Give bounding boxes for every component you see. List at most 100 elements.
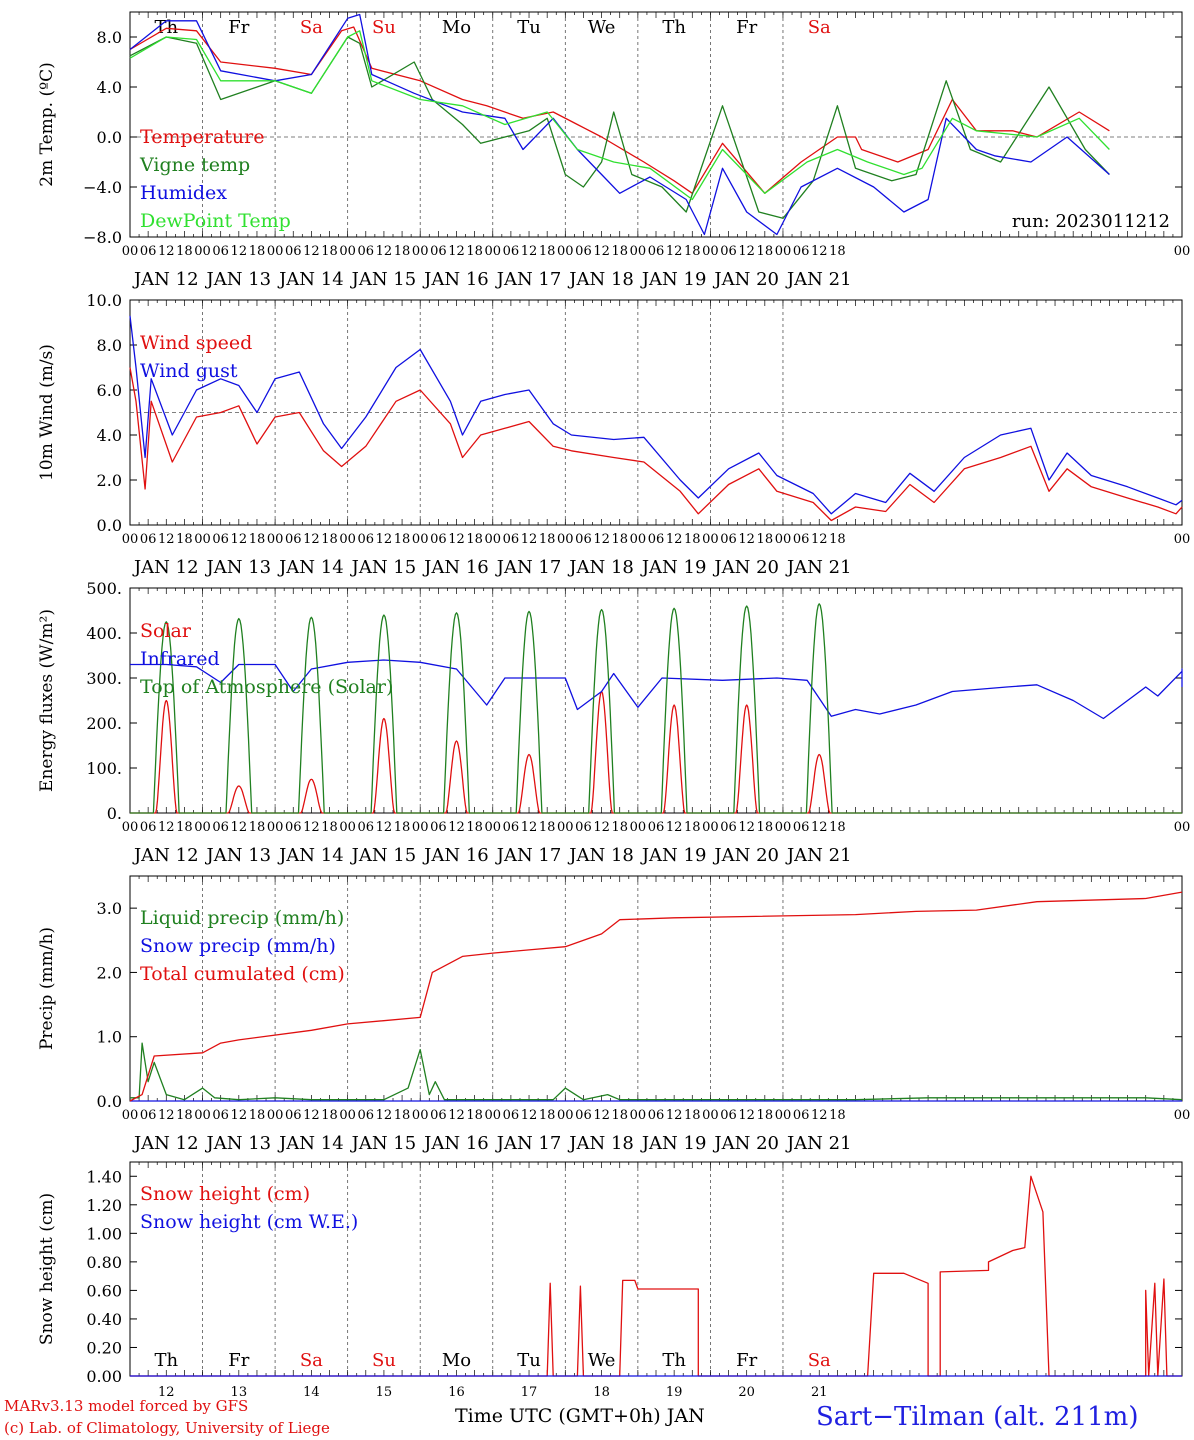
legend-entry: Snow height (cm W.E.) — [140, 1211, 358, 1233]
x-hour-label: 18 — [829, 1108, 846, 1123]
x-hour-label: 00 — [557, 244, 574, 259]
x-hour-label: 18 — [757, 1108, 774, 1123]
credit-model: MARv3.13 model forced by GFS — [4, 1397, 249, 1415]
y-tick-label: 0.60 — [86, 1281, 122, 1300]
run-annotation: run: 2023011212 — [1012, 211, 1170, 232]
x-day-label: JAN 19 — [640, 1133, 707, 1154]
x-hour-label: 06 — [212, 532, 229, 547]
weekday-label: Sa — [300, 1350, 323, 1371]
x-day-label: JAN 21 — [785, 1133, 852, 1154]
y-tick-label: 100. — [86, 759, 122, 778]
x-hour-label: 18 — [321, 244, 338, 259]
x-hour-label: 18 — [321, 820, 338, 835]
x-day-label: JAN 15 — [350, 557, 417, 578]
x-hour-label: 00 — [702, 820, 719, 835]
x-hour-label: 18 — [539, 532, 556, 547]
x-hour-label: 18 — [539, 820, 556, 835]
legend-entry: Snow precip (mm/h) — [140, 935, 336, 957]
x-hour-label: 06 — [140, 1108, 157, 1123]
x-hour-label: 06 — [575, 244, 592, 259]
y-tick-label: 500. — [86, 579, 122, 598]
y-tick-label: 1.0 — [97, 1028, 122, 1047]
x-day-label: JAN 14 — [277, 269, 344, 290]
x-hour-label: 12 — [448, 244, 465, 259]
x-hour-label: 18 — [249, 244, 266, 259]
x-hour-label: 18 — [684, 244, 701, 259]
x-hour-label: 12 — [738, 1108, 755, 1123]
x-day-label: JAN 12 — [132, 1133, 199, 1154]
x-hour-label: 00 — [702, 244, 719, 259]
x-hour-label: 12 — [231, 532, 248, 547]
x-hour-label: 12 — [738, 532, 755, 547]
series-line-vigne-temp — [129, 36, 1110, 219]
x-hour-label: 18 — [394, 820, 411, 835]
x-hour-label: 12 — [521, 532, 538, 547]
legend-entry: DewPoint Temp — [140, 210, 291, 232]
x-hour-label: 00 — [775, 820, 792, 835]
x-day-label: JAN 14 — [277, 557, 344, 578]
x-hour-label: 18 — [757, 532, 774, 547]
x-day-number: 12 — [158, 1385, 175, 1400]
x-hour-label: 18 — [176, 1108, 193, 1123]
x-day-label: JAN 17 — [495, 269, 562, 290]
x-hour-label: 12 — [158, 532, 175, 547]
weekday-label: Fr — [228, 1350, 249, 1371]
x-hour-label: 06 — [212, 244, 229, 259]
x-day-label: JAN 20 — [712, 269, 779, 290]
x-day-label: JAN 18 — [567, 269, 634, 290]
x-hour-label: 06 — [648, 244, 665, 259]
x-day-label: JAN 19 — [640, 557, 707, 578]
x-hour-label: 12 — [376, 532, 393, 547]
x-hour-label: 18 — [176, 820, 193, 835]
y-axis-label: Snow height (cm) — [37, 1193, 57, 1345]
x-hour-label: 06 — [720, 532, 737, 547]
x-hour-label: 06 — [503, 820, 520, 835]
x-hour-label: 00 — [484, 820, 501, 835]
weekday-label: Mo — [442, 1350, 471, 1371]
legend-entry: Temperature — [140, 126, 264, 148]
x-day-number: 16 — [448, 1385, 465, 1400]
x-day-label: JAN 18 — [567, 1133, 634, 1154]
x-hour-label: 18 — [611, 820, 628, 835]
x-hour-label: 00 — [339, 244, 356, 259]
x-day-label: JAN 21 — [785, 269, 852, 290]
x-hour-label: 06 — [793, 532, 810, 547]
x-hour-label: 06 — [430, 244, 447, 259]
x-day-number: 17 — [521, 1385, 538, 1400]
plot-frame — [129, 587, 1183, 814]
legend-entry: Infrared — [140, 648, 220, 670]
x-day-label: JAN 15 — [350, 1133, 417, 1154]
legend-entry: Wind speed — [140, 332, 252, 354]
x-hour-label: 12 — [448, 532, 465, 547]
x-hour-label: 06 — [503, 244, 520, 259]
x-hour-label: 00 — [1174, 820, 1191, 835]
x-hour-label: 00 — [412, 1108, 429, 1123]
x-hour-label: 00 — [484, 1108, 501, 1123]
x-hour-label: 00 — [775, 532, 792, 547]
x-hour-label: 00 — [122, 532, 139, 547]
x-day-label: JAN 20 — [712, 1133, 779, 1154]
x-hour-label: 12 — [158, 1108, 175, 1123]
legend-entry: Solar — [140, 620, 192, 642]
y-tick-label: 1.00 — [86, 1224, 122, 1243]
weekday-label: Tu — [517, 17, 541, 38]
x-hour-label: 00 — [1174, 1108, 1191, 1123]
x-hour-label: 18 — [394, 532, 411, 547]
x-hour-label: 00 — [122, 1108, 139, 1123]
x-hour-label: 12 — [666, 244, 683, 259]
x-hour-label: 06 — [140, 244, 157, 259]
x-day-label: JAN 13 — [205, 269, 272, 290]
y-tick-label: 0.40 — [86, 1310, 122, 1329]
weekday-label: We — [588, 17, 616, 38]
x-day-label: JAN 20 — [712, 845, 779, 866]
x-hour-label: 00 — [122, 244, 139, 259]
x-day-label: JAN 16 — [422, 1133, 489, 1154]
y-tick-label: −8.0 — [83, 228, 122, 247]
x-hour-label: 12 — [593, 244, 610, 259]
x-hour-label: 18 — [829, 244, 846, 259]
x-hour-label: 12 — [376, 244, 393, 259]
legend-entry: Vigne temp — [139, 154, 250, 176]
x-hour-label: 00 — [412, 820, 429, 835]
x-hour-label: 18 — [684, 820, 701, 835]
legend-entry: Snow height (cm) — [140, 1183, 310, 1205]
